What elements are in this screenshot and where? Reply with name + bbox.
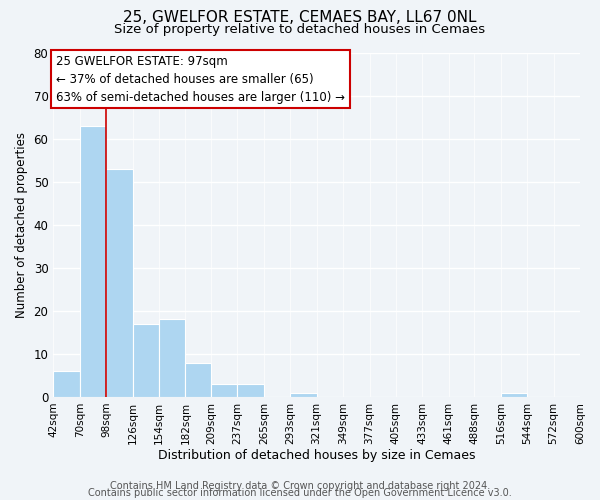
Bar bbox=[185, 362, 211, 397]
Y-axis label: Number of detached properties: Number of detached properties bbox=[15, 132, 28, 318]
X-axis label: Distribution of detached houses by size in Cemaes: Distribution of detached houses by size … bbox=[158, 450, 475, 462]
Text: Contains HM Land Registry data © Crown copyright and database right 2024.: Contains HM Land Registry data © Crown c… bbox=[110, 481, 490, 491]
Bar bbox=[238, 384, 264, 397]
Bar bbox=[159, 320, 185, 397]
Bar bbox=[290, 392, 317, 397]
Bar bbox=[53, 371, 80, 397]
Bar bbox=[211, 384, 238, 397]
Bar bbox=[106, 169, 133, 397]
Bar bbox=[133, 324, 159, 397]
Text: 25, GWELFOR ESTATE, CEMAES BAY, LL67 0NL: 25, GWELFOR ESTATE, CEMAES BAY, LL67 0NL bbox=[123, 10, 477, 25]
Bar bbox=[501, 392, 527, 397]
Text: Size of property relative to detached houses in Cemaes: Size of property relative to detached ho… bbox=[115, 22, 485, 36]
Text: Contains public sector information licensed under the Open Government Licence v3: Contains public sector information licen… bbox=[88, 488, 512, 498]
Bar bbox=[80, 126, 106, 397]
Text: 25 GWELFOR ESTATE: 97sqm
← 37% of detached houses are smaller (65)
63% of semi-d: 25 GWELFOR ESTATE: 97sqm ← 37% of detach… bbox=[56, 54, 345, 104]
